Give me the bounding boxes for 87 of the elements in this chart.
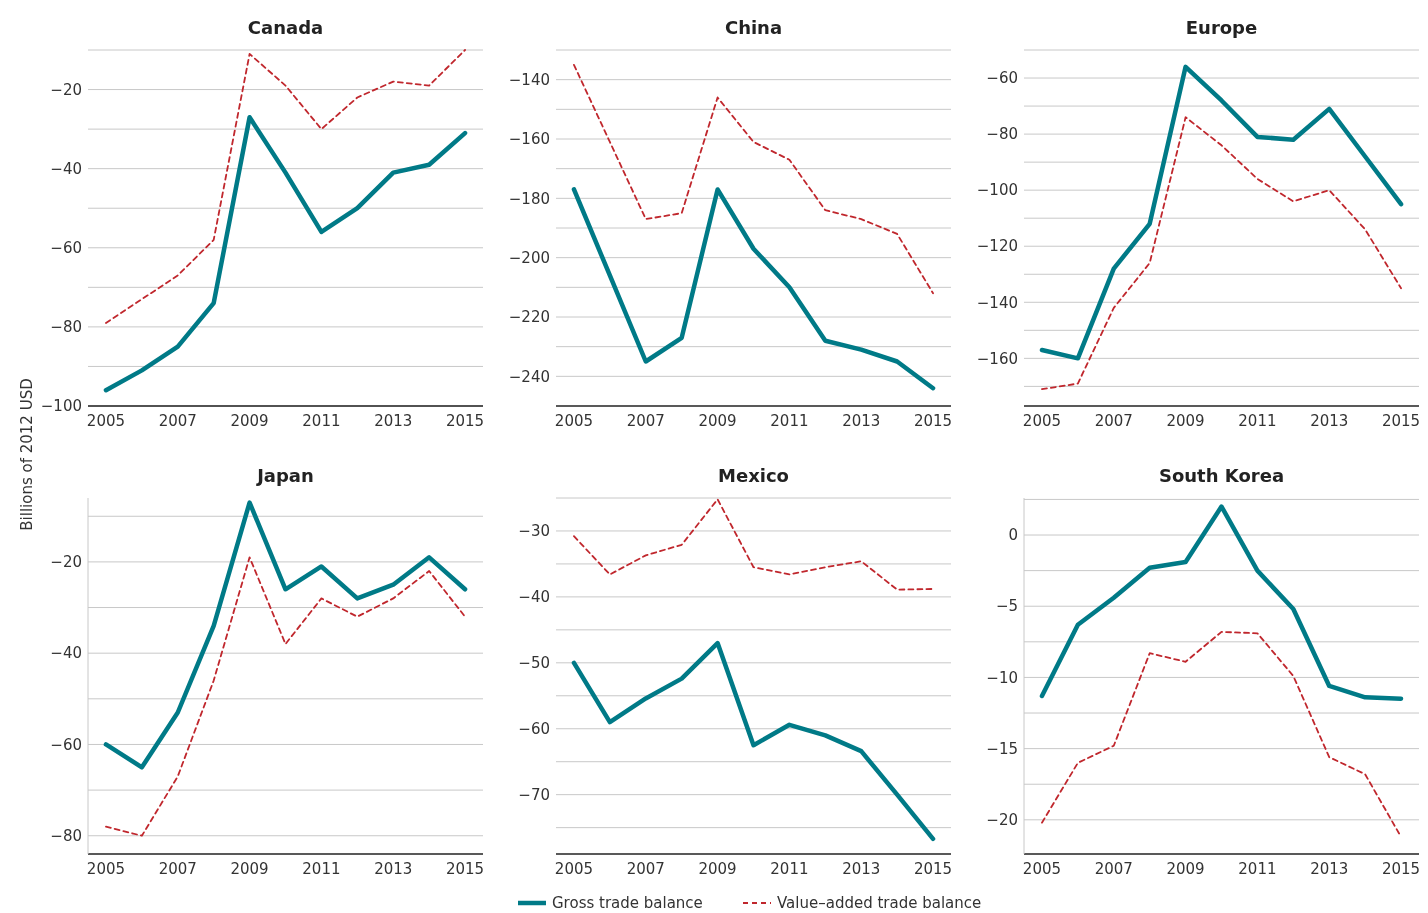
x-tick-label: 2011 [1238,412,1277,430]
y-tick-label: −60 [986,69,1018,88]
y-tick-label: −10 [986,668,1018,687]
x-tick-label: 2005 [86,860,126,878]
x-tick-label: 2015 [913,860,953,878]
x-tick-label: 2007 [1094,860,1133,878]
y-tick-label: −60 [50,735,82,754]
y-tick-label: −20 [50,553,82,572]
y-tick-label: −5 [995,597,1018,616]
chart-title: China [724,17,783,38]
x-tick-label: 2005 [1022,860,1062,878]
y-tick-label: −40 [50,159,82,178]
y-tick-label: −80 [50,826,82,845]
y-tick-label: −200 [508,248,550,267]
legend-label: Gross trade balance [552,894,703,913]
x-tick-label: 2011 [302,860,341,878]
x-tick-label: 2009 [230,860,269,878]
x-tick-label: 2011 [770,860,809,878]
x-tick-label: 2007 [158,412,197,430]
line-series [1041,116,1402,391]
line-series [1039,64,1404,361]
x-tick-label: 2009 [1166,412,1205,430]
y-tick-label: −20 [50,80,82,99]
x-tick-label: 2013 [842,412,881,430]
chart-title: Canada [247,17,324,38]
x-tick-label: 2015 [1381,412,1421,430]
x-tick-label: 2005 [1022,412,1062,430]
line-series [573,63,934,295]
y-tick-label: −60 [518,719,550,738]
y-tick-label: −160 [976,349,1018,368]
x-tick-label: 2011 [302,412,341,430]
y-axis-title: Billions of 2012 USD [18,378,36,531]
x-tick-label: 2009 [230,412,269,430]
y-tick-label: −160 [508,130,550,149]
y-tick-label: −100 [976,181,1018,200]
line-series [105,556,466,837]
y-tick-label: −220 [508,308,550,327]
x-tick-label: 2013 [842,860,881,878]
x-tick-label: 2007 [1094,412,1133,430]
x-tick-label: 2013 [1310,412,1349,430]
x-tick-label: 2005 [86,412,126,430]
line-series [105,49,466,324]
x-tick-label: 2007 [626,860,665,878]
y-tick-label: −15 [986,739,1018,758]
x-tick-label: 2007 [158,860,197,878]
y-tick-label: −240 [508,367,550,386]
y-tick-label: −80 [986,125,1018,144]
y-tick-label: −140 [508,70,550,89]
y-tick-label: −100 [40,397,82,416]
y-tick-label: −70 [518,785,550,804]
x-tick-label: 2009 [698,412,737,430]
y-tick-label: −40 [50,644,82,663]
line-series [573,498,934,591]
chart-title: Europe [1185,17,1258,38]
chart-title: Mexico [718,465,789,486]
x-tick-label: 2013 [1310,860,1349,878]
x-tick-label: 2015 [1381,860,1421,878]
x-tick-label: 2007 [626,412,665,430]
y-tick-label: −30 [518,522,550,541]
line-series [571,640,936,842]
x-tick-label: 2013 [374,412,413,430]
line-series [103,500,468,770]
x-tick-label: 2013 [374,860,413,878]
y-tick-label: −80 [50,318,82,337]
x-tick-label: 2015 [445,412,485,430]
y-tick-label: 0 [1008,526,1018,545]
y-tick-label: −20 [986,811,1018,830]
x-tick-label: 2011 [770,412,809,430]
y-tick-label: −140 [976,293,1018,312]
line-series [103,114,468,393]
line-series [571,187,936,391]
x-tick-label: 2005 [554,860,594,878]
x-tick-label: 2015 [445,860,485,878]
chart-title: South Korea [1158,465,1285,486]
y-tick-label: −40 [518,588,550,607]
y-tick-label: −180 [508,189,550,208]
chart-title: Japan [255,465,314,486]
x-tick-label: 2009 [1166,860,1205,878]
x-tick-label: 2015 [913,412,953,430]
x-tick-label: 2011 [1238,860,1277,878]
y-tick-label: −120 [976,237,1018,256]
x-tick-label: 2005 [554,412,594,430]
line-series [1039,504,1404,702]
y-tick-label: −50 [518,654,550,673]
x-tick-label: 2009 [698,860,737,878]
legend-label: Value–added trade balance [777,894,982,913]
y-tick-label: −60 [50,239,82,258]
